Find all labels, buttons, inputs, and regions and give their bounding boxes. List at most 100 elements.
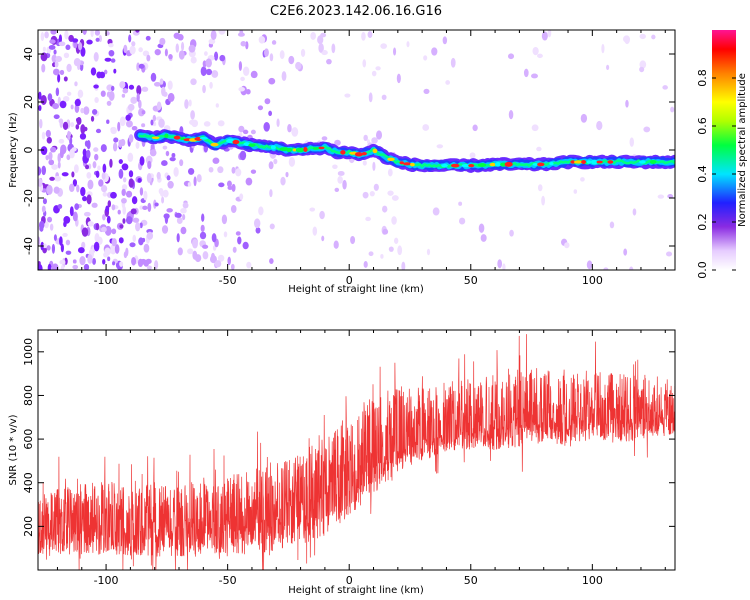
spectrogram-speckle bbox=[154, 48, 161, 56]
spectrogram-speckle bbox=[309, 207, 316, 212]
spectrogram-speckle bbox=[100, 90, 106, 97]
spectrogram-speckle bbox=[279, 50, 285, 60]
spectrogram-speckle bbox=[129, 45, 136, 55]
spectrogram-ridge-peak bbox=[532, 162, 539, 166]
spectrogram-ridge-peak bbox=[210, 142, 219, 147]
spectrogram-speckle bbox=[72, 179, 78, 187]
spectrogram-x-ticks: -100 -50 0 50 100 bbox=[56, 30, 666, 287]
spectrogram-speckle bbox=[53, 234, 57, 242]
spectrogram-speckle bbox=[431, 47, 438, 56]
spectrogram-speckle bbox=[38, 236, 41, 246]
spectrogram-speckle bbox=[205, 58, 212, 68]
spectrogram-speckle bbox=[109, 158, 113, 168]
spectrogram-speckle bbox=[65, 44, 71, 51]
spectrogram-speckle bbox=[371, 137, 378, 144]
spectrogram-speckle bbox=[63, 76, 68, 82]
spectrogram-speckle bbox=[77, 247, 85, 254]
snr-y-tick-label: 400 bbox=[22, 472, 35, 493]
spectrogram-speckle bbox=[86, 194, 92, 205]
spectrogram-speckle bbox=[230, 263, 235, 270]
spectrogram-speckle bbox=[69, 148, 75, 159]
spectrogram-speckle bbox=[40, 52, 48, 62]
spectrogram-speckle bbox=[393, 47, 397, 56]
spectrogram-speckle bbox=[639, 66, 645, 73]
spectrogram-speckle bbox=[135, 30, 140, 33]
spectrogram-speckle bbox=[121, 163, 129, 171]
spectrogram-speckle bbox=[445, 80, 451, 85]
spectrogram-speckle bbox=[125, 190, 133, 198]
spectrogram-speckle bbox=[523, 68, 529, 78]
spectrogram-speckle bbox=[580, 113, 588, 123]
spectrogram-ridge-peak bbox=[570, 160, 576, 164]
snr-y-tick-label: 800 bbox=[22, 385, 35, 406]
spectrogram-speckle bbox=[82, 196, 87, 202]
spectrogram-speckle bbox=[312, 226, 318, 236]
spectrogram-speckle bbox=[141, 86, 149, 92]
spectrogram-speckle bbox=[121, 188, 126, 197]
spectrogram-speckle bbox=[103, 69, 108, 75]
spectrogram-speckle bbox=[38, 264, 43, 270]
spectrogram-ridge-peak bbox=[586, 160, 592, 164]
spectrogram-speckle bbox=[52, 68, 60, 76]
spectrogram-speckle bbox=[147, 160, 152, 170]
spectrogram-speckle bbox=[372, 161, 376, 171]
spectrogram-speckle bbox=[609, 221, 615, 229]
spectrogram-speckle bbox=[666, 251, 673, 257]
spectrogram-speckle bbox=[52, 103, 60, 110]
spectrogram-speckle bbox=[223, 231, 228, 238]
spectrogram-speckle bbox=[94, 232, 100, 243]
spectrogram-speckle bbox=[138, 99, 142, 109]
spectrogram-speckle bbox=[111, 238, 117, 247]
spectrogram-speckle bbox=[102, 163, 107, 173]
spectrogram-speckle bbox=[200, 66, 207, 77]
spectrogram-speckle bbox=[192, 250, 198, 260]
spectrogram-speckle bbox=[239, 30, 244, 36]
spectrogram-speckle bbox=[129, 242, 136, 248]
spectrogram-speckle bbox=[113, 68, 117, 74]
spectrogram-speckle bbox=[280, 176, 286, 186]
spectrogram-speckle bbox=[78, 42, 83, 51]
spectrogram-speckle bbox=[536, 146, 542, 152]
spectrogram-ridge-peak bbox=[173, 135, 181, 140]
spectrogram-speckle bbox=[218, 182, 225, 188]
spectrogram-speckle bbox=[66, 154, 71, 161]
spectrogram-ridge-peak bbox=[361, 151, 367, 156]
spectrogram-speckle bbox=[41, 165, 47, 176]
spectrogram-speckle bbox=[623, 248, 628, 256]
spectrogram-speckle bbox=[135, 141, 140, 149]
spectrogram-speckle bbox=[63, 52, 70, 59]
spectrogram-speckle bbox=[450, 57, 456, 68]
spectrogram-speckle bbox=[596, 120, 603, 131]
spectrogram-speckle bbox=[182, 213, 186, 221]
spectrogram-speckle bbox=[54, 61, 59, 68]
spectrogram-x-tick-label: 100 bbox=[582, 274, 603, 287]
spectrogram-ridge-peak bbox=[410, 162, 415, 167]
spectrogram-speckle bbox=[131, 41, 136, 47]
spectrogram-speckle bbox=[80, 124, 86, 134]
spectrogram-speckle bbox=[123, 251, 128, 259]
spectrogram-speckle bbox=[205, 68, 213, 76]
spectrogram-speckle bbox=[45, 155, 49, 161]
spectrogram-speckle bbox=[101, 172, 106, 180]
spectrogram-speckle bbox=[93, 147, 99, 152]
spectrogram-speckle bbox=[167, 80, 173, 90]
spectrogram-speckle bbox=[190, 110, 195, 120]
spectrogram-speckle bbox=[469, 152, 476, 159]
spectrogram-speckle bbox=[93, 84, 99, 89]
spectrogram-speckle bbox=[250, 70, 258, 79]
spectrogram-speckle bbox=[287, 124, 292, 133]
spectrogram-speckle bbox=[79, 132, 87, 140]
spectrogram-speckle bbox=[131, 256, 137, 266]
spectrogram-speckle bbox=[93, 52, 99, 62]
spectrogram-speckle bbox=[77, 89, 84, 98]
spectrogram-speckle bbox=[164, 214, 169, 224]
spectrogram-speckle bbox=[122, 218, 126, 224]
spectrogram-ridge-peak bbox=[270, 145, 276, 150]
spectrogram-speckle bbox=[41, 205, 46, 213]
spectrogram-speckle bbox=[271, 40, 277, 45]
spectrogram-speckle bbox=[217, 166, 224, 174]
spectrogram-speckle bbox=[100, 184, 108, 193]
spectrogram-speckle bbox=[62, 121, 69, 130]
spectrogram-speckle bbox=[71, 38, 79, 43]
